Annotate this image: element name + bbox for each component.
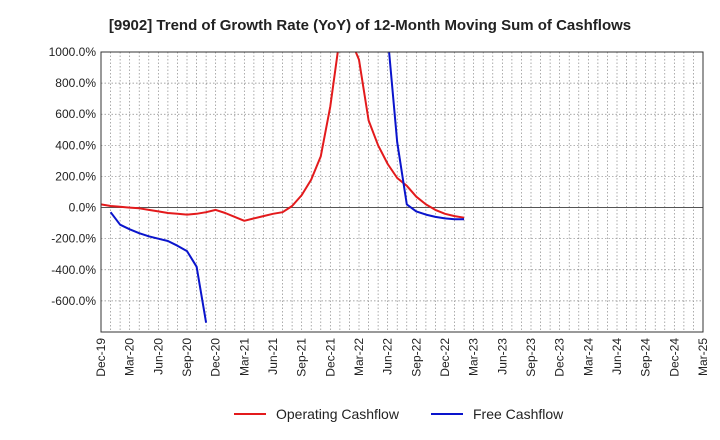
y-tick-label: 400.0%	[55, 138, 96, 152]
x-tick-label: Sep-23	[524, 338, 538, 377]
plot-area-frame	[100, 51, 704, 333]
legend: Operating Cashflow Free Cashflow	[234, 406, 564, 422]
y-tick-label: -400.0%	[51, 263, 96, 277]
y-tick-label: 800.0%	[55, 76, 96, 90]
y-tick-label: -600.0%	[51, 294, 96, 308]
x-tick-label: Dec-19	[94, 338, 108, 377]
x-tick-label: Dec-24	[667, 338, 681, 377]
x-tick-label: Mar-24	[581, 338, 595, 376]
legend-label: Free Cashflow	[473, 406, 564, 422]
x-tick-label: Mar-23	[467, 338, 481, 376]
x-tick-label: Jun-23	[495, 338, 509, 375]
x-tick-label: Sep-21	[295, 338, 309, 377]
series-line-free-cashflow	[109, 211, 208, 323]
x-tick-label: Sep-22	[409, 338, 423, 377]
x-axis-ticks: Dec-19 Mar-20 Jun-20 Sep-20 Dec-20 Mar-21 Jun-…	[94, 338, 710, 377]
x-tick-label: Jun-20	[151, 338, 165, 375]
x-tick-label: Jun-22	[381, 338, 395, 375]
x-tick-label: Dec-23	[553, 338, 567, 377]
x-tick-label: Mar-20	[123, 338, 137, 376]
grid-lines	[100, 51, 704, 332]
y-tick-label: 600.0%	[55, 107, 96, 121]
x-tick-label: Jun-24	[610, 338, 624, 375]
legend-label: Operating Cashflow	[276, 406, 400, 422]
y-tick-label: 0.0%	[69, 201, 97, 215]
series-line-free-cashflow	[388, 52, 465, 221]
x-tick-label: Mar-25	[696, 338, 710, 376]
y-axis-ticks: 1000.0% 800.0% 600.0% 400.0% 200.0% 0.0% -200.…	[49, 45, 97, 308]
x-tick-label: Mar-21	[237, 338, 251, 376]
y-tick-label: 1000.0%	[49, 45, 97, 59]
x-tick-label: Sep-20	[180, 338, 194, 377]
x-tick-label: Dec-22	[438, 338, 452, 377]
series-lines	[101, 52, 465, 323]
x-tick-label: Dec-21	[323, 338, 337, 377]
chart-title: [9902] Trend of Growth Rate (YoY) of 12-…	[109, 17, 631, 34]
x-tick-label: Dec-20	[209, 338, 223, 377]
x-tick-label: Mar-22	[352, 338, 366, 376]
x-tick-label: Sep-24	[639, 338, 653, 377]
y-tick-label: 200.0%	[55, 169, 96, 183]
y-tick-label: -200.0%	[51, 232, 96, 246]
x-tick-label: Jun-21	[266, 338, 280, 375]
